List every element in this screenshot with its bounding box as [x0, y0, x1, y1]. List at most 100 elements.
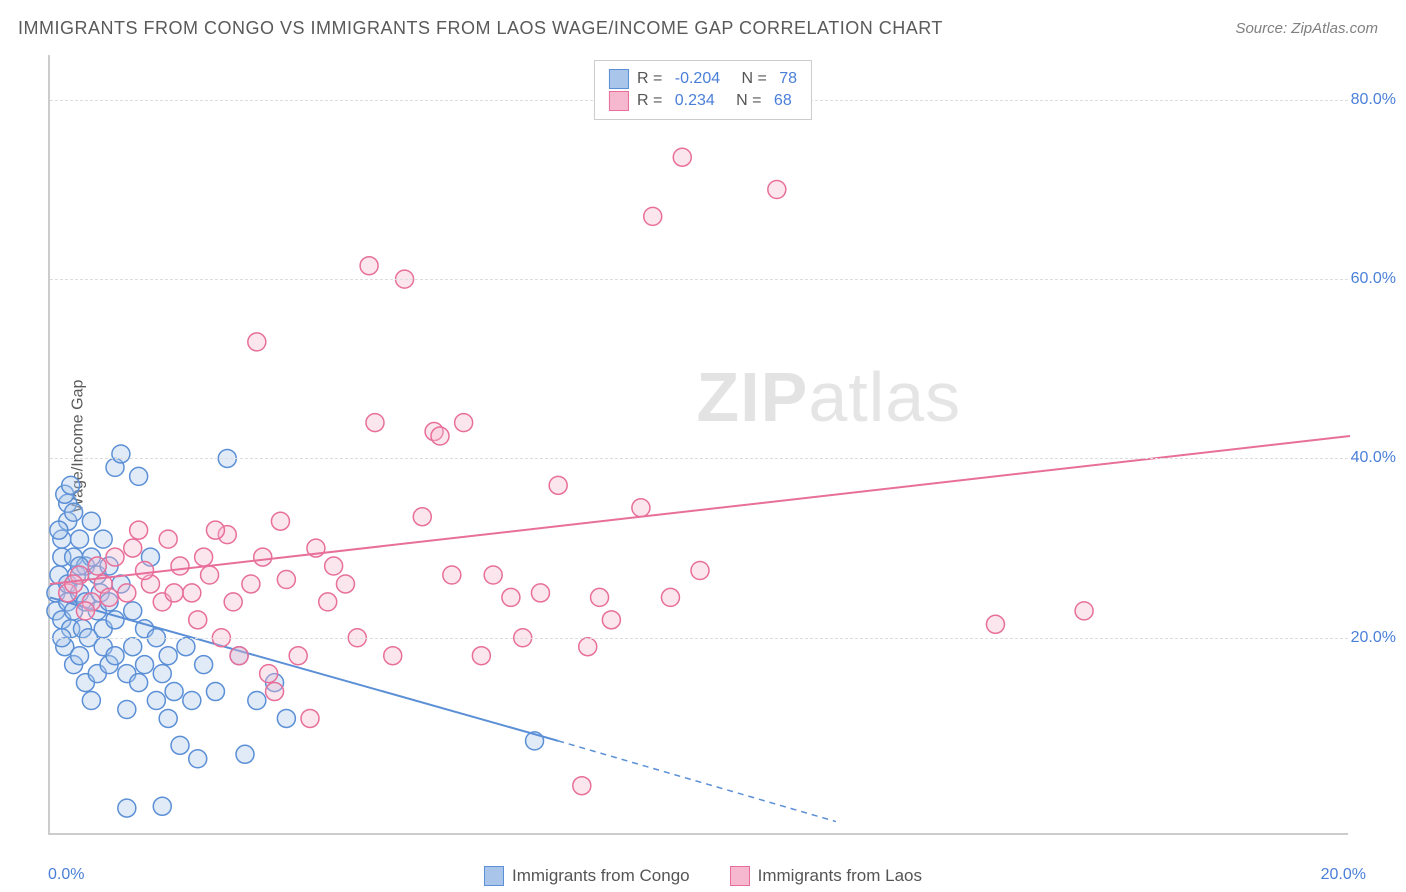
- data-point: [360, 257, 378, 275]
- data-point: [94, 530, 112, 548]
- data-point: [201, 566, 219, 584]
- data-point: [673, 148, 691, 166]
- data-point: [531, 584, 549, 602]
- data-point: [130, 467, 148, 485]
- data-point: [484, 566, 502, 584]
- data-point: [242, 575, 260, 593]
- data-point: [153, 797, 171, 815]
- gridline: [50, 458, 1348, 459]
- gridline: [50, 279, 1348, 280]
- data-point: [573, 777, 591, 795]
- legend-r-label: R =: [637, 70, 667, 88]
- data-point: [171, 557, 189, 575]
- data-point: [691, 562, 709, 580]
- data-point: [443, 566, 461, 584]
- legend-item: Immigrants from Congo: [484, 866, 690, 886]
- data-point: [230, 647, 248, 665]
- data-point: [106, 647, 124, 665]
- source-label: Source: ZipAtlas.com: [1235, 20, 1378, 37]
- data-point: [254, 548, 272, 566]
- data-point: [171, 736, 189, 754]
- x-tick-left: 0.0%: [48, 866, 84, 884]
- data-point: [183, 584, 201, 602]
- data-point: [472, 647, 490, 665]
- data-point: [319, 593, 337, 611]
- data-point: [644, 207, 662, 225]
- x-tick-right: 20.0%: [1321, 866, 1366, 884]
- data-point: [106, 548, 124, 566]
- correlation-legend: R = -0.204 N = 78R = 0.234 N = 68: [594, 60, 812, 120]
- data-point: [65, 503, 83, 521]
- legend-r-value: 0.234: [675, 92, 715, 110]
- data-point: [768, 180, 786, 198]
- data-point: [206, 683, 224, 701]
- data-point: [159, 530, 177, 548]
- data-point: [177, 638, 195, 656]
- data-point: [224, 593, 242, 611]
- data-point: [136, 562, 154, 580]
- data-point: [62, 476, 80, 494]
- trend-line-dashed: [558, 741, 836, 822]
- data-point: [336, 575, 354, 593]
- data-point: [159, 709, 177, 727]
- data-point: [602, 611, 620, 629]
- legend-n-label: N =: [723, 92, 766, 110]
- data-point: [100, 588, 118, 606]
- legend-label: Immigrants from Congo: [512, 866, 690, 886]
- plot-area: ZIPatlas: [48, 55, 1348, 835]
- data-point: [289, 647, 307, 665]
- chart-title: IMMIGRANTS FROM CONGO VS IMMIGRANTS FROM…: [18, 18, 943, 39]
- data-point: [153, 665, 171, 683]
- data-point: [147, 692, 165, 710]
- data-point: [384, 647, 402, 665]
- data-point: [165, 683, 183, 701]
- legend-item: Immigrants from Laos: [730, 866, 922, 886]
- data-point: [271, 512, 289, 530]
- data-point: [455, 414, 473, 432]
- data-point: [112, 445, 130, 463]
- data-point: [431, 427, 449, 445]
- legend-swatch: [484, 866, 504, 886]
- data-point: [118, 700, 136, 718]
- data-point: [165, 584, 183, 602]
- data-point: [366, 414, 384, 432]
- data-point: [413, 508, 431, 526]
- legend-label: Immigrants from Laos: [758, 866, 922, 886]
- data-point: [130, 674, 148, 692]
- data-point: [632, 499, 650, 517]
- series-legend: Immigrants from Congo Immigrants from Lao…: [484, 866, 922, 886]
- data-point: [266, 683, 284, 701]
- legend-row: R = 0.234 N = 68: [609, 91, 797, 111]
- data-point: [76, 602, 94, 620]
- data-point: [206, 521, 224, 539]
- data-point: [260, 665, 278, 683]
- data-point: [65, 575, 83, 593]
- data-point: [579, 638, 597, 656]
- data-point: [549, 476, 567, 494]
- legend-r-value: -0.204: [675, 70, 720, 88]
- data-point: [195, 548, 213, 566]
- legend-n-label: N =: [728, 70, 771, 88]
- data-point: [130, 521, 148, 539]
- data-point: [1075, 602, 1093, 620]
- data-point: [189, 611, 207, 629]
- legend-swatch: [609, 69, 629, 89]
- data-point: [82, 512, 100, 530]
- gridline: [50, 638, 1348, 639]
- data-point: [124, 638, 142, 656]
- data-point: [248, 692, 266, 710]
- data-point: [118, 584, 136, 602]
- data-point: [277, 709, 295, 727]
- data-point: [189, 750, 207, 768]
- y-tick-label: 40.0%: [1351, 449, 1396, 467]
- data-point: [591, 588, 609, 606]
- scatter-svg: [50, 55, 1348, 833]
- data-point: [236, 745, 254, 763]
- legend-swatch: [609, 91, 629, 111]
- legend-r-label: R =: [637, 92, 667, 110]
- data-point: [159, 647, 177, 665]
- data-point: [118, 799, 136, 817]
- data-point: [195, 656, 213, 674]
- legend-swatch: [730, 866, 750, 886]
- data-point: [986, 615, 1004, 633]
